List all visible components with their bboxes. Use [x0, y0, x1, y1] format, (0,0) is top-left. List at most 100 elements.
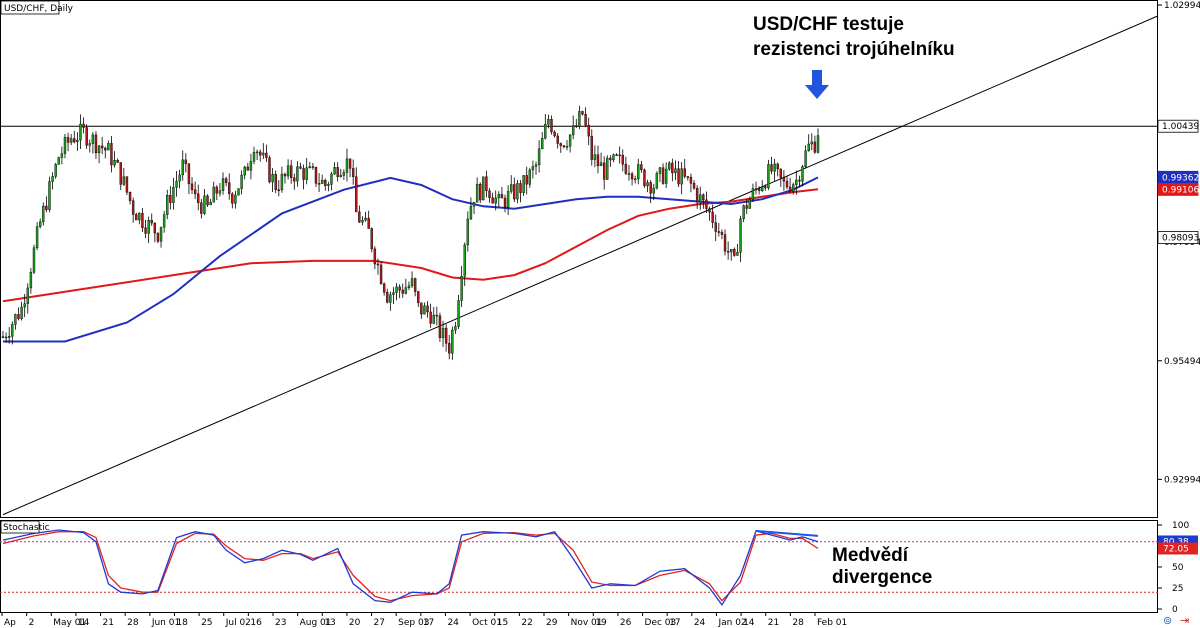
bullish-candle	[178, 174, 181, 182]
bullish-candle	[60, 153, 64, 158]
bullish-candle	[804, 150, 807, 167]
bullish-candle	[674, 168, 677, 174]
bullish-candle	[327, 184, 330, 186]
bullish-candle	[361, 219, 364, 223]
bearish-candle	[779, 168, 783, 178]
bullish-candle	[240, 174, 243, 189]
bullish-candle	[26, 287, 29, 304]
bearish-candle	[689, 176, 693, 184]
bullish-candle	[801, 166, 804, 182]
bullish-candle	[730, 249, 733, 253]
bullish-candle	[7, 336, 11, 338]
bearish-candle	[200, 202, 203, 214]
bearish-candle	[479, 184, 482, 201]
time-tick-label: 14	[78, 618, 90, 628]
bearish-candle	[144, 227, 147, 234]
bullish-candle	[528, 169, 532, 185]
bearish-candle	[726, 251, 730, 253]
bearish-candle	[274, 174, 277, 190]
bearish-candle	[575, 125, 578, 127]
bearish-candle	[643, 169, 646, 187]
bearish-candle	[85, 127, 88, 146]
bearish-candle	[587, 124, 590, 137]
bearish-candle	[184, 159, 188, 165]
bullish-candle	[395, 286, 398, 293]
bullish-candle	[57, 157, 60, 165]
bearish-candle	[169, 195, 172, 203]
bullish-candle	[23, 303, 26, 308]
bullish-candle	[612, 154, 615, 161]
bullish-candle	[454, 326, 457, 331]
bullish-candle	[761, 186, 764, 191]
time-tick-label: 20	[349, 618, 361, 628]
bearish-candle	[448, 343, 451, 354]
bullish-candle	[494, 197, 497, 204]
bearish-candle	[398, 286, 401, 291]
time-tick-label: 17	[669, 618, 680, 628]
bearish-candle	[556, 135, 559, 144]
bearish-candle	[324, 179, 327, 186]
bearish-candle	[66, 137, 70, 143]
bearish-candle	[376, 263, 380, 266]
link-icon[interactable]: ⊚	[1163, 615, 1172, 627]
bullish-candle	[42, 205, 45, 223]
bearish-candle	[153, 222, 157, 234]
bearish-candle	[798, 179, 801, 182]
bullish-candle	[668, 162, 671, 170]
bearish-candle	[559, 143, 562, 146]
bullish-candle	[699, 194, 702, 203]
bullish-candle	[218, 190, 222, 194]
bullish-candle	[792, 184, 795, 192]
bullish-candle	[392, 292, 395, 295]
bullish-candle	[742, 205, 745, 220]
bullish-candle	[748, 199, 752, 209]
stoch-tick-label: 0	[1172, 605, 1178, 615]
bearish-candle	[228, 182, 231, 195]
bearish-candle	[45, 205, 48, 210]
bearish-candle	[485, 176, 488, 192]
bullish-candle	[578, 111, 581, 127]
bullish-candle	[423, 305, 426, 315]
bearish-candle	[525, 175, 528, 185]
stoch-tick-label: 50	[1172, 563, 1184, 573]
bullish-candle	[181, 159, 184, 176]
bearish-candle	[401, 289, 404, 294]
bullish-candle	[38, 221, 42, 227]
bearish-candle	[621, 154, 624, 165]
bullish-candle	[522, 175, 525, 193]
price-tick-label: 0.95494	[1164, 357, 1200, 367]
stoch-value-badge-label: 72.05	[1163, 544, 1189, 554]
bullish-candle	[531, 166, 535, 171]
bearish-candle	[550, 119, 553, 133]
time-tick-label: Jun 01	[151, 618, 180, 628]
scroll-end-icon[interactable]: ⇥	[1180, 615, 1189, 627]
stochastic-panel	[0, 520, 1158, 613]
bearish-candle	[813, 141, 817, 153]
bullish-candle	[162, 214, 166, 228]
bullish-candle	[773, 163, 776, 172]
bearish-candle	[717, 231, 721, 233]
bullish-candle	[816, 135, 820, 153]
bearish-candle	[110, 143, 113, 166]
bearish-candle	[714, 222, 717, 232]
bullish-candle	[655, 173, 659, 189]
bearish-candle	[764, 186, 767, 189]
bearish-candle	[231, 193, 234, 204]
bullish-candle	[389, 294, 392, 303]
bullish-candle	[807, 143, 810, 152]
bearish-candle	[197, 193, 200, 203]
bullish-candle	[463, 244, 466, 277]
bearish-candle	[553, 131, 556, 137]
bearish-candle	[438, 315, 442, 339]
bullish-candle	[249, 161, 253, 171]
bearish-candle	[624, 164, 628, 174]
bullish-candle	[516, 183, 519, 200]
bullish-candle	[736, 252, 739, 256]
bearish-candle	[420, 302, 423, 315]
annotation-divergence-line2: divergence	[832, 567, 932, 588]
stoch-d-line	[2, 531, 819, 602]
bullish-candle	[234, 194, 237, 204]
bearish-candle	[311, 166, 315, 168]
price-tick-label: 1.02994	[1164, 1, 1200, 11]
